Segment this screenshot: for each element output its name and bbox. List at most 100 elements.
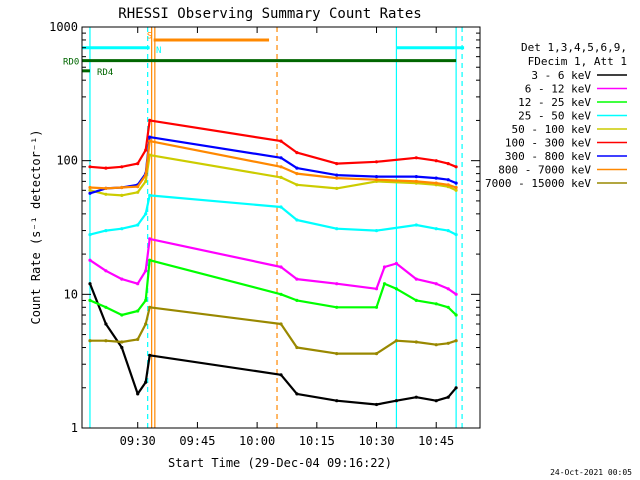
data-point-7-4	[144, 173, 148, 177]
legend: Det 1,3,4,5,6,9, FDecim 1, Att 1 3 - 6 k…	[485, 41, 627, 190]
data-point-3-0	[88, 233, 92, 237]
data-point-1-13	[434, 282, 438, 286]
data-point-7-13	[454, 185, 458, 190]
data-point-2-11	[394, 287, 398, 291]
legend-entry-3: 25 - 50 keV	[518, 110, 591, 123]
data-point-0-6	[279, 373, 283, 377]
data-point-0-13	[446, 395, 450, 399]
legend-entry-2: 12 - 25 keV	[518, 96, 591, 109]
legend-entry-7: 800 - 7000 keV	[498, 164, 591, 177]
legend-entry-0: 3 - 6 keV	[531, 69, 591, 82]
data-point-8-13	[446, 341, 450, 345]
legend-entry-1: 6 - 12 keV	[525, 83, 592, 96]
data-point-8-14	[454, 339, 458, 343]
data-point-2-15	[454, 313, 458, 317]
data-point-3-13	[454, 233, 458, 237]
data-point-1-15	[454, 292, 458, 296]
data-point-7-1	[104, 186, 108, 190]
x-tick-label-2: 10:00	[239, 434, 275, 448]
data-point-0-8	[335, 399, 339, 403]
data-point-3-4	[144, 212, 148, 216]
data-point-0-14	[454, 386, 458, 390]
x-tick-label-1: 09:45	[179, 434, 215, 448]
data-point-6-10	[414, 175, 418, 179]
data-point-5-9	[374, 160, 379, 164]
data-point-8-6	[279, 322, 283, 326]
data-point-3-12	[446, 229, 450, 233]
data-point-1-5	[148, 237, 152, 241]
label-rd4: RD4	[97, 68, 113, 78]
data-point-2-6	[279, 292, 283, 296]
data-point-7-9	[374, 178, 379, 182]
series-layer	[88, 118, 458, 407]
data-point-1-7	[295, 277, 299, 281]
data-point-3-3	[136, 223, 140, 227]
data-point-5-5	[148, 118, 152, 122]
axis-layer: 09:30 09:45 10:00 10:15 10:30 10:45 1 10 100 1000	[49, 20, 480, 448]
data-point-6-8	[335, 173, 339, 177]
data-point-7-2	[120, 185, 124, 190]
data-point-5-13	[454, 165, 458, 169]
label-rd0: RD0	[63, 58, 79, 68]
data-point-3-6	[279, 205, 283, 209]
y-tick-label-3: 1000	[49, 20, 78, 34]
data-point-4-7	[295, 183, 299, 187]
data-point-5-6	[279, 139, 283, 143]
data-point-5-3	[136, 162, 140, 166]
data-point-5-4	[144, 148, 148, 152]
data-point-1-6	[279, 265, 283, 269]
data-point-6-11	[434, 176, 438, 180]
data-point-4-3	[136, 190, 140, 194]
legend-entry-8: 7000 - 15000 keV	[485, 177, 591, 190]
data-point-7-7	[295, 172, 299, 176]
data-point-0-2	[120, 345, 124, 350]
data-point-2-3	[136, 309, 140, 313]
data-point-0-10	[394, 399, 398, 403]
series-line-4	[89, 154, 457, 197]
data-point-2-12	[414, 298, 418, 302]
data-point-6-7	[295, 166, 299, 170]
data-point-2-14	[446, 305, 450, 309]
plot-frame	[81, 26, 481, 429]
data-point-7-11	[434, 181, 438, 185]
legend-entry-4: 50 - 100 keV	[512, 123, 592, 136]
data-point-2-10	[382, 282, 387, 286]
data-point-4-0	[88, 188, 92, 192]
data-point-1-9	[374, 287, 379, 291]
data-point-3-8	[335, 227, 339, 231]
data-point-3-2	[120, 227, 124, 231]
data-point-0-3	[136, 392, 140, 396]
legend-header-2: FDecim 1, Att 1	[528, 55, 627, 68]
data-point-6-12	[446, 178, 450, 182]
series-line-2	[89, 259, 457, 317]
data-point-5-7	[295, 151, 299, 155]
data-point-2-5	[148, 258, 152, 262]
data-point-0-12	[434, 399, 438, 403]
generation-timestamp: 24-Oct-2021 00:05	[550, 468, 632, 477]
data-point-1-8	[335, 282, 339, 286]
data-point-0-9	[374, 402, 379, 407]
data-point-1-3	[136, 282, 140, 286]
data-point-2-4	[144, 298, 148, 302]
data-point-7-10	[414, 179, 418, 183]
data-point-2-9	[374, 305, 379, 309]
x-tick-label-3: 10:15	[299, 434, 335, 448]
y-tick-label-0: 1	[71, 421, 78, 435]
data-point-0-5	[148, 353, 152, 357]
data-point-2-7	[295, 298, 299, 302]
chart-title: RHESSI Observing Summary Count Rates	[118, 6, 421, 22]
data-point-3-10	[414, 223, 418, 227]
legend-header-1: Det 1,3,4,5,6,9,	[521, 41, 627, 54]
annotation-layer: RD0 RD4 SN	[63, 32, 465, 78]
data-point-5-2	[120, 165, 124, 169]
data-point-3-7	[295, 218, 299, 222]
data-point-4-4	[144, 179, 148, 183]
data-point-1-10	[382, 265, 387, 269]
data-point-7-12	[446, 183, 450, 187]
data-point-7-3	[136, 185, 140, 189]
data-point-5-1	[104, 166, 108, 170]
data-point-7-0	[88, 185, 92, 190]
data-point-8-11	[414, 340, 418, 344]
data-point-4-8	[335, 186, 339, 190]
data-point-4-6	[279, 175, 283, 179]
